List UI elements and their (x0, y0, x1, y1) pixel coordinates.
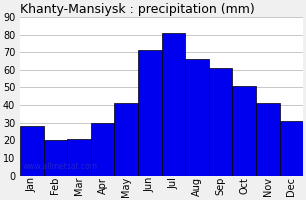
Text: www.allmetsat.com: www.allmetsat.com (23, 162, 98, 171)
Bar (233, 86, 256, 176)
Bar (44, 140, 67, 176)
Bar (256, 103, 280, 176)
Bar (162, 33, 185, 176)
Bar (114, 103, 138, 176)
Bar (209, 68, 233, 176)
Bar (67, 139, 91, 176)
Bar (280, 121, 303, 176)
Bar (91, 123, 114, 176)
Bar (20, 126, 44, 176)
Text: Khanty-Mansiysk : precipitation (mm): Khanty-Mansiysk : precipitation (mm) (20, 3, 255, 16)
Bar (185, 59, 209, 176)
Bar (138, 50, 162, 176)
